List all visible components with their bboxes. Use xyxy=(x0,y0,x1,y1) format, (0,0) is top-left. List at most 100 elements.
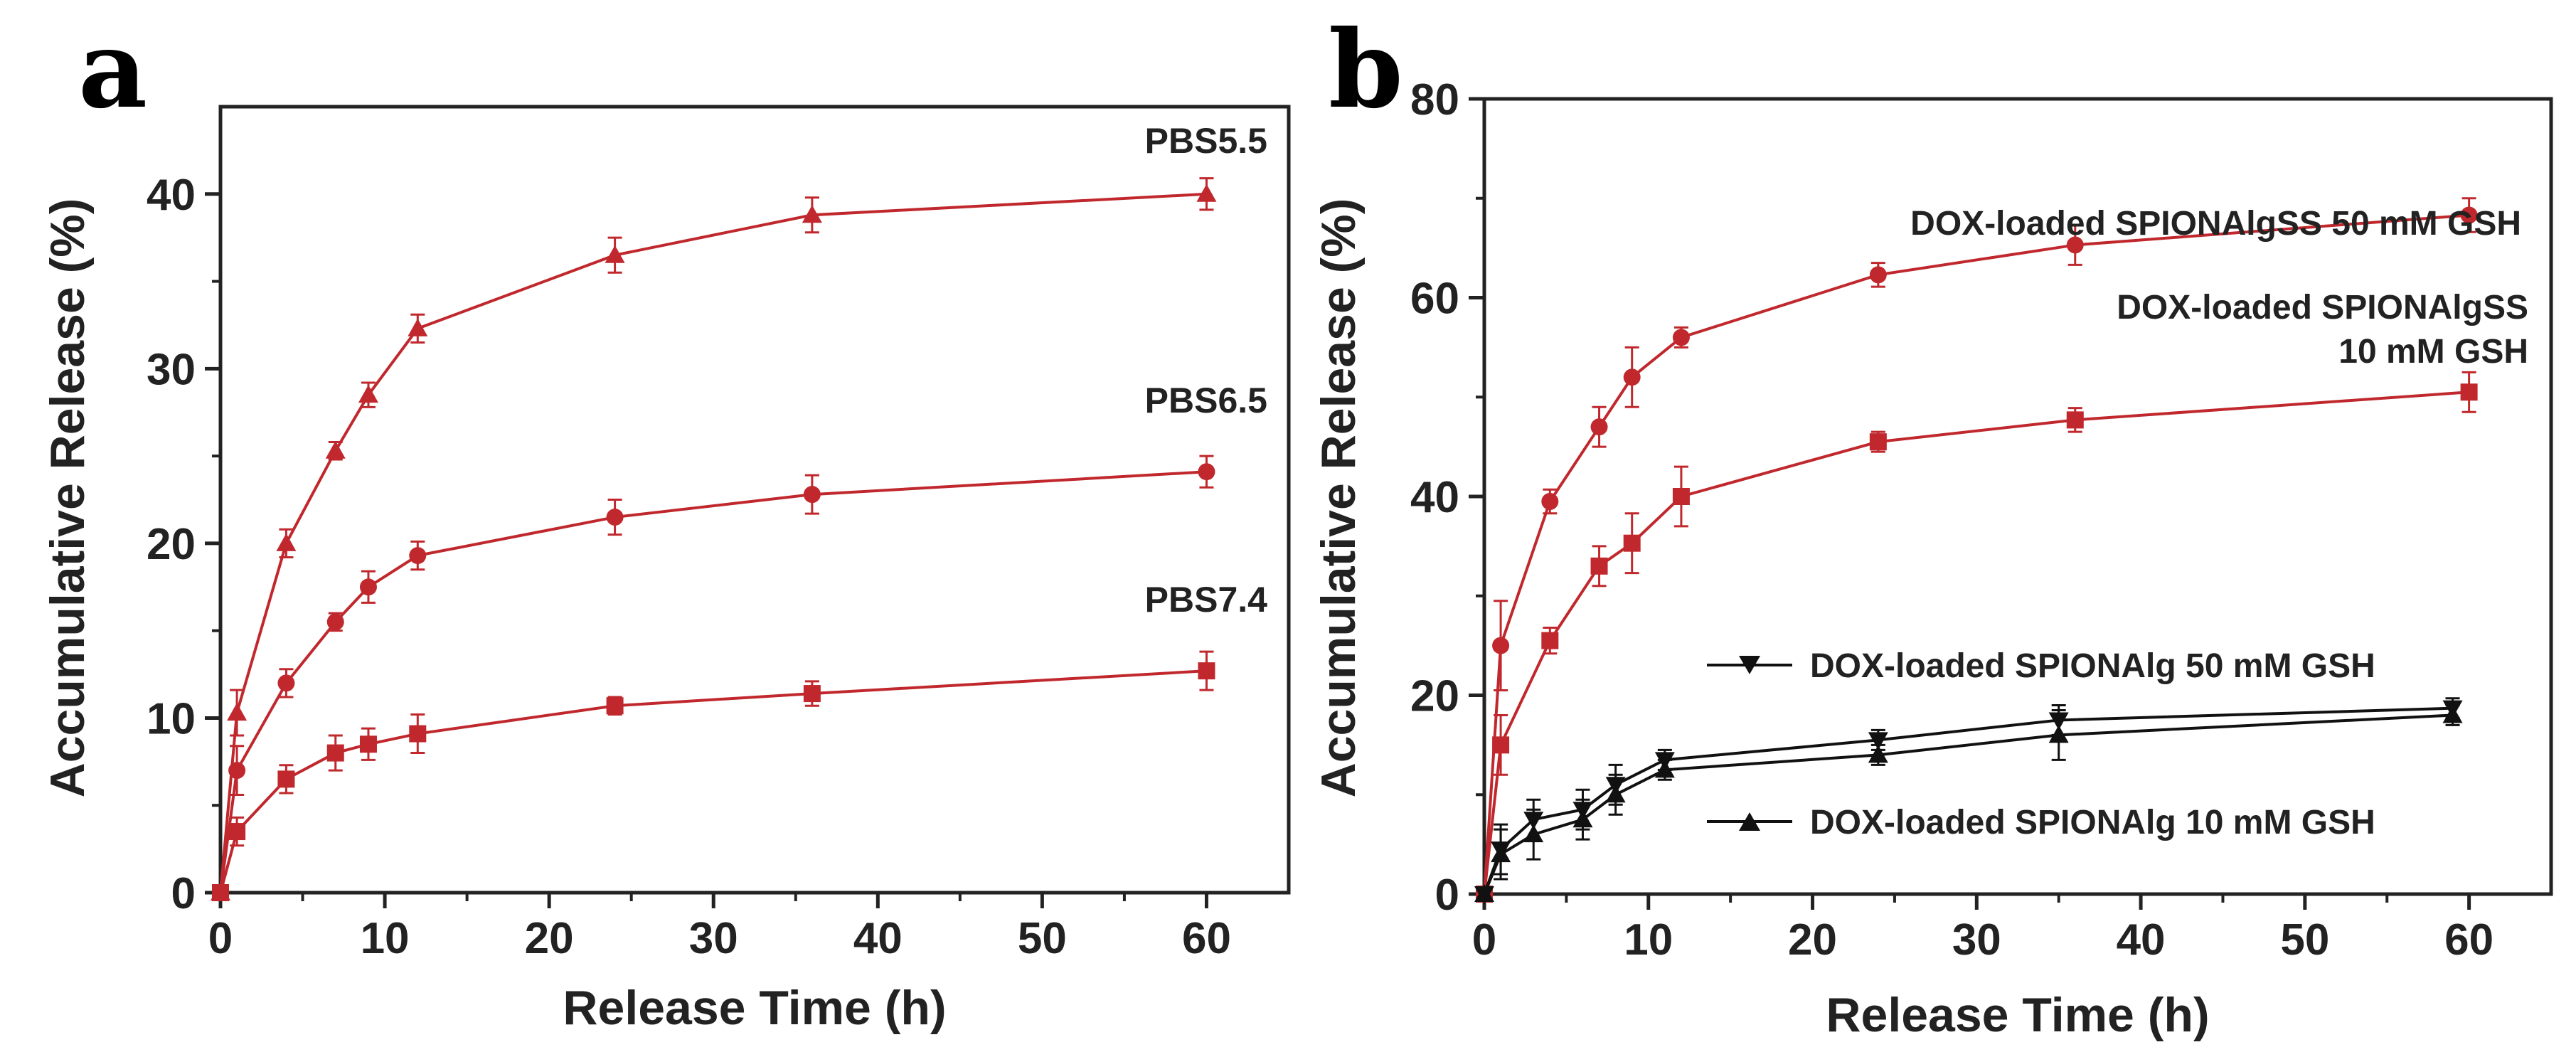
data-point xyxy=(1605,785,1626,803)
x-tick-label: 0 xyxy=(208,914,233,963)
data-point xyxy=(212,884,229,901)
data-point xyxy=(1492,736,1510,754)
data-point xyxy=(803,486,821,504)
data-point xyxy=(1196,184,1217,202)
series-1 xyxy=(211,177,1217,900)
data-point xyxy=(1491,844,1511,863)
data-point xyxy=(325,440,346,459)
x-tick-label: 10 xyxy=(361,914,410,963)
data-point xyxy=(803,685,821,703)
series-line xyxy=(1483,706,2453,895)
data-point xyxy=(1672,329,1690,346)
data-point xyxy=(228,823,246,841)
panel-a-plot-frame xyxy=(218,105,1291,895)
x-tick-label: 20 xyxy=(525,914,574,963)
data-point xyxy=(1869,433,1887,451)
data-point xyxy=(1623,534,1641,552)
y-tick-label: 0 xyxy=(171,869,196,918)
x-tick-label: 10 xyxy=(1624,915,1673,965)
panel-b-legend: DOX-loaded SPIONAlg 50 mM GSH DOX-loaded… xyxy=(1707,647,2375,841)
data-point xyxy=(227,703,248,721)
x-tick-label: 40 xyxy=(853,914,903,963)
panel-a-y-tick-labels: 0 10 20 30 40 xyxy=(147,171,196,918)
data-point xyxy=(1672,488,1690,505)
legend-marker-alg-10 xyxy=(1739,812,1760,831)
data-point xyxy=(326,613,344,631)
y-tick-label: 40 xyxy=(1410,473,1459,522)
panel-a-axis-ticks xyxy=(205,192,1208,908)
panel-a: a 0 10 20 30 40 50 60 0 10 20 30 40 Release Time (… xyxy=(41,7,1291,1035)
series-2 xyxy=(1476,371,2478,903)
panel-a-x-axis-title: Release Time (h) xyxy=(563,981,946,1035)
data-point xyxy=(1590,557,1608,575)
legend-label-alg-10: DOX-loaded SPIONAlg 10 mM GSH xyxy=(1810,804,2375,841)
x-tick-label: 50 xyxy=(1018,914,1067,963)
y-tick-label: 20 xyxy=(1410,672,1459,721)
y-tick-label: 60 xyxy=(1410,275,1459,324)
data-point xyxy=(1654,760,1675,778)
data-point xyxy=(1474,884,1494,902)
y-tick-label: 30 xyxy=(147,345,196,394)
data-point xyxy=(1868,732,1888,750)
data-point xyxy=(408,318,428,336)
panel-b-x-tick-labels: 0 10 20 30 40 50 60 xyxy=(1472,915,2493,965)
panel-b-y-tick-labels: 0 20 40 60 80 xyxy=(1410,75,1459,920)
panel-b-series xyxy=(1474,197,2478,904)
panel-b-annotation-algss-10-line1: DOX-loaded SPIONAlgSS xyxy=(2117,289,2528,326)
legend-marker-alg-50 xyxy=(1739,656,1760,674)
y-tick-label: 0 xyxy=(1435,871,1459,920)
data-point xyxy=(1869,266,1887,284)
data-point xyxy=(1590,418,1608,436)
data-point xyxy=(2460,383,2478,401)
series-4 xyxy=(1474,703,2463,902)
series-3 xyxy=(212,650,1215,901)
panel-b-annotation-algss-50: DOX-loaded SPIONAlgSS 50 mM GSH xyxy=(1910,205,2521,243)
data-point xyxy=(228,762,246,780)
panel-b-y-axis-title: Accumulative Release (%) xyxy=(1311,198,1366,798)
data-point xyxy=(1198,463,1215,481)
panel-b-axis-ticks xyxy=(1469,97,2471,910)
data-point xyxy=(1492,637,1510,654)
data-point xyxy=(359,735,377,753)
data-point xyxy=(606,697,624,715)
data-point xyxy=(1541,632,1559,649)
data-point xyxy=(2442,705,2463,723)
data-point xyxy=(1868,745,1888,763)
panel-a-annotation-pbs55: PBS5.5 xyxy=(1145,121,1267,161)
x-tick-label: 60 xyxy=(1182,914,1231,963)
panel-b: b 0 10 20 30 40 50 60 0 20 40 60 80 Release Time (… xyxy=(1311,7,2553,1042)
x-tick-label: 30 xyxy=(1952,915,2001,965)
data-point xyxy=(358,385,378,403)
y-tick-label: 20 xyxy=(147,520,196,569)
data-point xyxy=(606,509,624,526)
panel-a-annotation-pbs74: PBS7.4 xyxy=(1145,580,1268,620)
y-tick-label: 80 xyxy=(1410,75,1459,124)
x-tick-label: 0 xyxy=(1472,915,1496,965)
data-point xyxy=(1572,809,1593,828)
panel-a-x-tick-labels: 0 10 20 30 40 50 60 xyxy=(208,914,1231,963)
data-point xyxy=(2066,236,2084,254)
data-point xyxy=(277,770,295,788)
panel-a-series xyxy=(211,177,1217,901)
data-point xyxy=(2066,411,2084,429)
panel-a-letter: a xyxy=(78,7,147,132)
x-tick-label: 50 xyxy=(2280,915,2329,965)
data-point xyxy=(276,533,297,551)
data-point xyxy=(409,725,427,743)
data-point xyxy=(605,245,625,263)
panel-a-annotation-pbs65: PBS6.5 xyxy=(1145,381,1267,420)
series-2 xyxy=(212,455,1215,901)
data-point xyxy=(2460,206,2478,224)
y-tick-label: 40 xyxy=(147,171,196,220)
data-point xyxy=(277,674,295,692)
x-tick-label: 60 xyxy=(2444,915,2493,965)
data-point xyxy=(1541,492,1559,510)
series-line xyxy=(219,669,1207,893)
x-tick-label: 40 xyxy=(2117,915,2166,965)
series-line xyxy=(219,192,1207,893)
data-point xyxy=(1623,368,1641,386)
data-point xyxy=(1198,662,1215,680)
panel-a-y-axis-title: Accumulative Release (%) xyxy=(41,198,95,798)
series-line xyxy=(219,470,1207,893)
